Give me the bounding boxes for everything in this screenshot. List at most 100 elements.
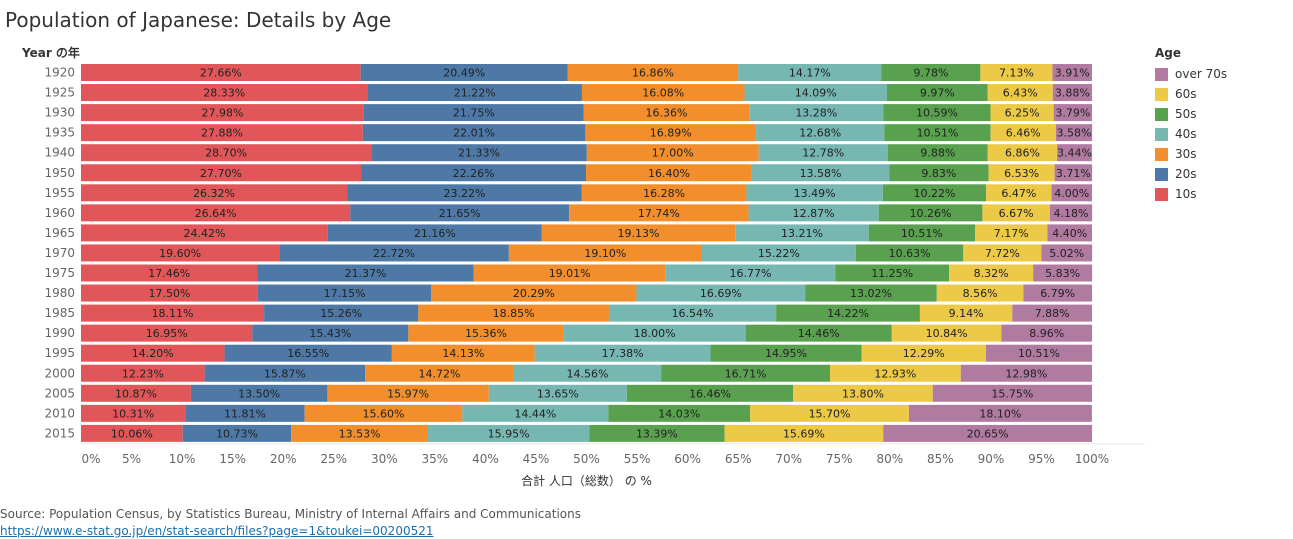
- data-label: 10.51%: [1018, 347, 1060, 360]
- legend-label: 40s: [1175, 127, 1197, 141]
- data-label: 11.81%: [224, 407, 266, 420]
- source-link[interactable]: https://www.e-stat.go.jp/en/stat-search/…: [0, 524, 434, 538]
- x-tick-label: 90%: [978, 452, 1005, 466]
- legend-swatch: [1155, 87, 1168, 101]
- bar-segment: [751, 164, 890, 182]
- data-label: 10.59%: [916, 107, 958, 120]
- data-label: 14.72%: [419, 367, 461, 380]
- category-label: 2015: [44, 426, 75, 440]
- bar-segment: [980, 64, 1053, 81]
- data-label: 28.33%: [203, 87, 245, 100]
- bar-segment: [408, 324, 564, 342]
- x-tick-label: 10%: [169, 452, 196, 466]
- category-label: 1920: [44, 66, 75, 80]
- data-label: 12.93%: [874, 367, 916, 380]
- legend-swatch: [1155, 107, 1168, 121]
- data-label: 17.50%: [148, 287, 190, 300]
- bar-segment: [361, 164, 587, 182]
- data-label: 13.28%: [795, 107, 837, 120]
- data-label: 6.86%: [1005, 147, 1040, 160]
- data-label: 7.72%: [985, 247, 1020, 260]
- data-label: 3.91%: [1055, 67, 1090, 80]
- data-label: 13.49%: [794, 187, 836, 200]
- bar-segment: [750, 404, 909, 422]
- bar-segment: [431, 284, 637, 302]
- data-label: 27.98%: [201, 107, 243, 120]
- data-label: 10.87%: [115, 387, 157, 400]
- data-label: 28.70%: [205, 147, 247, 160]
- bar-segment: [990, 104, 1054, 122]
- bar-segment: [581, 84, 745, 102]
- legend: Age over 70s 60s 50s 40s 30s 20s 10s: [1155, 46, 1227, 204]
- data-label: 8.96%: [1029, 327, 1064, 340]
- x-tick-label: 80%: [876, 452, 903, 466]
- data-label: 15.36%: [465, 327, 507, 340]
- bar-segment: [738, 64, 882, 81]
- data-label: 6.43%: [1003, 87, 1038, 100]
- data-label: 21.65%: [439, 207, 481, 220]
- x-tick-label: 65%: [725, 452, 752, 466]
- category-label: 2010: [44, 406, 75, 420]
- data-label: 14.13%: [442, 347, 484, 360]
- bar-segment: [985, 344, 1093, 362]
- category-label: 1925: [44, 86, 75, 100]
- bar-segment: [81, 244, 280, 262]
- data-label: 16.71%: [725, 367, 767, 380]
- bar-segment: [367, 84, 582, 102]
- data-label: 18.00%: [634, 327, 676, 340]
- data-label: 15.75%: [991, 387, 1033, 400]
- data-label: 19.10%: [584, 247, 626, 260]
- category-label: 1980: [44, 286, 75, 300]
- data-label: 16.28%: [643, 187, 685, 200]
- bar-segment: [745, 324, 892, 342]
- bar-segment: [883, 104, 991, 122]
- legend-label: 60s: [1175, 87, 1197, 101]
- category-label: 2005: [44, 386, 75, 400]
- data-label: 19.13%: [618, 227, 660, 240]
- bar-segment: [636, 284, 806, 302]
- data-label: 13.50%: [238, 387, 280, 400]
- data-label: 17.46%: [148, 267, 190, 280]
- data-label: 13.21%: [781, 227, 823, 240]
- legend-swatch: [1155, 167, 1168, 181]
- category-label: 1985: [44, 306, 75, 320]
- data-label: 14.46%: [798, 327, 840, 340]
- bar-segment: [855, 244, 964, 262]
- data-label: 12.87%: [793, 207, 835, 220]
- bar-segment: [365, 364, 514, 382]
- data-label: 14.09%: [795, 87, 837, 100]
- data-label: 12.68%: [799, 127, 841, 140]
- data-label: 15.22%: [758, 247, 800, 260]
- data-label: 13.02%: [850, 287, 892, 300]
- data-label: 6.46%: [1006, 127, 1041, 140]
- data-label: 21.75%: [453, 107, 495, 120]
- category-label: 1950: [44, 166, 75, 180]
- bar-segment: [427, 424, 590, 442]
- bar-segment: [626, 384, 794, 402]
- bar-segment: [291, 424, 428, 442]
- bar-segment: [889, 164, 989, 182]
- bar-segment: [1053, 104, 1092, 122]
- bar-segment: [805, 284, 937, 302]
- data-label: 16.55%: [287, 347, 329, 360]
- data-label: 3.44%: [1057, 147, 1092, 160]
- bar-segment: [710, 344, 862, 362]
- data-label: 4.40%: [1052, 227, 1087, 240]
- data-label: 14.95%: [765, 347, 807, 360]
- category-label: 1935: [44, 126, 75, 140]
- data-label: 10.63%: [889, 247, 931, 260]
- bar-segment: [665, 264, 836, 282]
- bar-segment: [583, 104, 750, 122]
- data-label: 18.85%: [493, 307, 535, 320]
- bar-segment: [868, 224, 976, 242]
- x-tick-label: 35%: [422, 452, 449, 466]
- bar-segment: [835, 264, 950, 282]
- legend-swatch: [1155, 67, 1168, 81]
- data-label: 15.43%: [309, 327, 351, 340]
- data-label: 10.26%: [910, 207, 952, 220]
- bar-segment: [1052, 64, 1092, 81]
- bar-segment: [81, 64, 361, 81]
- bar-segment: [182, 424, 292, 442]
- data-label: 15.60%: [363, 407, 405, 420]
- data-label: 16.86%: [632, 67, 674, 80]
